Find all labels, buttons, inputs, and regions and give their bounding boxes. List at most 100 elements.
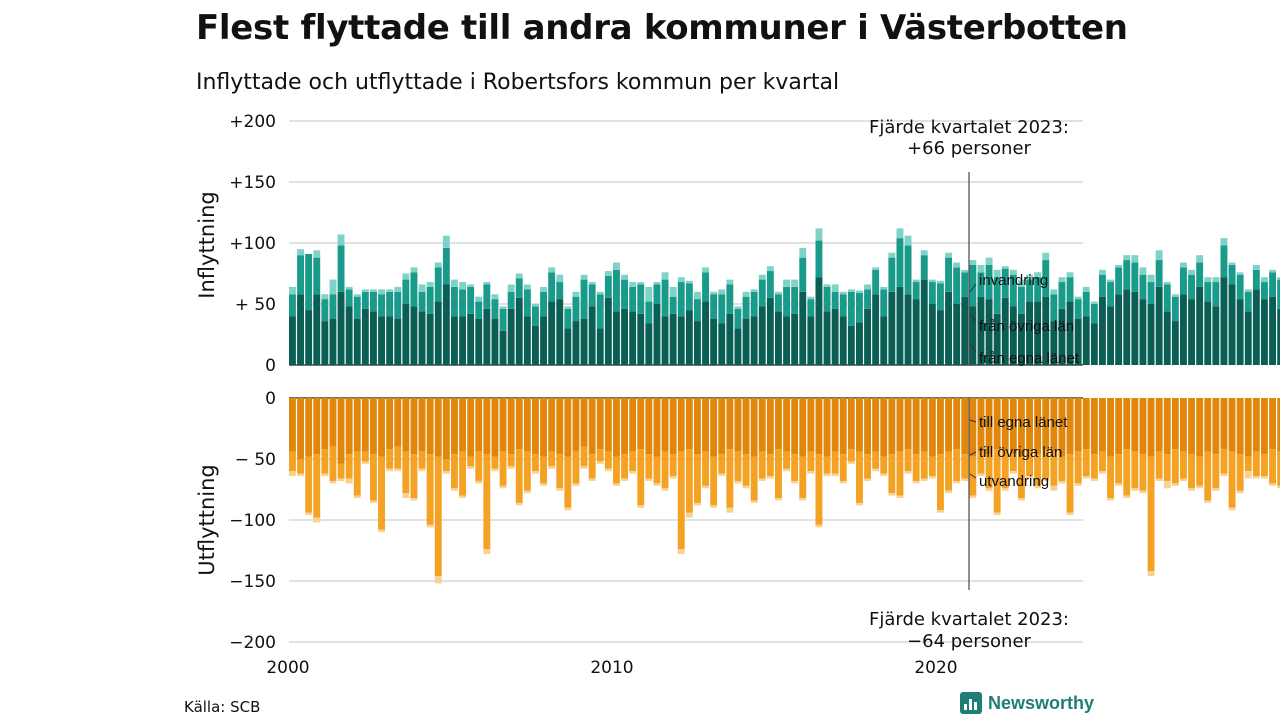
- outflow-bar-2-83: [961, 478, 969, 481]
- outflow-bar-0-1: [297, 398, 304, 459]
- outflow-bar-1-31: [540, 456, 547, 484]
- outflow-bar-2-22: [467, 466, 475, 469]
- outflow-bar-0-61: [783, 398, 790, 452]
- outflow-bar-2-113: [1204, 500, 1212, 503]
- outflow-bar-1-21: [459, 451, 466, 496]
- inflow-bar-2-87: [993, 269, 1001, 278]
- outflow-bar-2-112: [1196, 485, 1204, 489]
- inflow-bar-0-96: [1066, 301, 1074, 365]
- inflow-bar-1-99: [1090, 304, 1098, 324]
- inflow-bar-1-69: [847, 291, 855, 326]
- outflow-bar-2-72: [872, 468, 880, 472]
- inflow-bar-2-78: [920, 250, 928, 256]
- inflow-bar-1-102: [1115, 267, 1123, 295]
- outflow-bar-2-97: [1074, 483, 1082, 486]
- outflow-bar-1-117: [1236, 454, 1244, 491]
- outflow-bar-1-63: [799, 456, 807, 499]
- inflow-bar-2-116: [1228, 262, 1236, 265]
- outflow-bar-2-37: [588, 478, 596, 481]
- outflow-bar-1-122: [1277, 451, 1280, 486]
- outflow-bar-1-18: [434, 456, 442, 577]
- inflow-bar-2-85: [977, 264, 985, 273]
- outflow-bar-0-8: [353, 398, 361, 452]
- outflow-bar-0-45: [653, 398, 661, 457]
- inflow-bar-0-79: [928, 304, 936, 365]
- outflow-bar-2-42: [629, 471, 637, 474]
- outflow-bar-1-12: [386, 449, 394, 469]
- y-tick-bottom-0: 0: [265, 389, 276, 409]
- outflow-bar-2-71: [864, 478, 871, 481]
- inflow-bar-1-19: [442, 247, 450, 285]
- outflow-bar-1-71: [864, 454, 871, 479]
- outflow-bar-0-92: [1034, 398, 1042, 455]
- inflow-bar-0-82: [953, 304, 961, 365]
- outflow-bar-0-65: [815, 398, 823, 455]
- outflow-bar-0-41: [621, 398, 628, 455]
- inflow-bar-2-99: [1090, 301, 1098, 304]
- inflow-bar-2-86: [985, 257, 993, 265]
- inflow-bar-2-117: [1236, 272, 1244, 275]
- outflow-bar-0-72: [872, 398, 880, 452]
- inflow-bar-1-106: [1147, 282, 1155, 304]
- outflow-bar-2-102: [1115, 483, 1123, 486]
- inflow-bar-2-61: [783, 279, 790, 287]
- inflow-bar-0-109: [1171, 321, 1179, 365]
- inflow-bar-2-103: [1123, 255, 1131, 261]
- x-tick-2010: 2010: [590, 658, 633, 678]
- outflow-bar-2-92: [1034, 485, 1042, 489]
- inflow-bar-2-91: [1026, 274, 1033, 280]
- inflow-bar-0-65: [815, 277, 823, 365]
- outflow-bar-2-50: [694, 502, 701, 506]
- outflow-bar-1-46: [661, 451, 669, 489]
- inflow-bar-2-90: [1018, 279, 1025, 287]
- outflow-bar-0-67: [831, 398, 839, 452]
- inflow-bar-2-57: [750, 289, 758, 292]
- outflow-bar-0-16: [418, 398, 426, 452]
- inflow-bar-1-83: [961, 272, 969, 297]
- inflow-bar-1-12: [386, 291, 394, 317]
- inflow-bar-0-5: [329, 318, 337, 365]
- outflow-bar-0-70: [856, 398, 863, 452]
- inflow-bar-1-110: [1180, 267, 1187, 295]
- outflow-bar-2-6: [337, 478, 345, 481]
- outflow-bar-2-26: [499, 485, 507, 489]
- inflow-bar-2-79: [928, 279, 936, 283]
- outflow-bar-2-96: [1066, 512, 1074, 516]
- inflow-bar-0-61: [783, 316, 790, 365]
- inflow-bar-2-113: [1204, 277, 1212, 283]
- inflow-bar-2-1: [297, 249, 304, 256]
- outflow-bar-1-96: [1066, 454, 1074, 513]
- inflow-bar-0-1: [297, 294, 304, 365]
- outflow-bar-0-44: [645, 398, 653, 455]
- inflow-bar-0-78: [920, 279, 928, 365]
- inflow-bar-1-4: [321, 299, 329, 322]
- inflow-bar-0-46: [661, 316, 669, 365]
- inflow-bar-0-32: [548, 301, 556, 365]
- leader-egna-ut: [969, 419, 977, 423]
- inflow-bar-1-89: [1009, 274, 1017, 307]
- outflow-bar-1-107: [1155, 451, 1163, 479]
- inflow-bar-0-116: [1228, 284, 1236, 365]
- leader-utvandring: [969, 473, 977, 479]
- inflow-bar-0-17: [426, 313, 434, 365]
- outflow-bar-1-104: [1131, 451, 1139, 489]
- inflow-bar-1-78: [920, 255, 928, 280]
- outflow-bar-1-66: [823, 456, 831, 474]
- annotation-top-line1: Fjärde kvartalet 2023:: [869, 117, 1069, 138]
- inflow-bar-2-54: [726, 279, 734, 285]
- outflow-bar-2-100: [1099, 471, 1106, 474]
- inflow-bar-2-38: [596, 291, 604, 295]
- inflow-bar-2-27: [507, 284, 515, 292]
- inflow-bar-2-109: [1171, 294, 1179, 297]
- outflow-bar-0-3: [313, 398, 321, 455]
- outflow-bar-0-84: [969, 398, 977, 457]
- inflow-bar-2-50: [694, 291, 701, 300]
- inflow-bar-1-41: [621, 279, 628, 309]
- label-utvandring: utvandring: [979, 473, 1049, 490]
- outflow-bar-2-16: [418, 468, 426, 472]
- outflow-bar-1-58: [758, 451, 766, 479]
- outflow-bar-2-4: [321, 473, 329, 477]
- chart-title: Flest flyttade till andra kommuner i Väs…: [196, 8, 1128, 48]
- inflow-bar-0-118: [1244, 311, 1252, 365]
- outflow-bar-2-120: [1261, 476, 1268, 479]
